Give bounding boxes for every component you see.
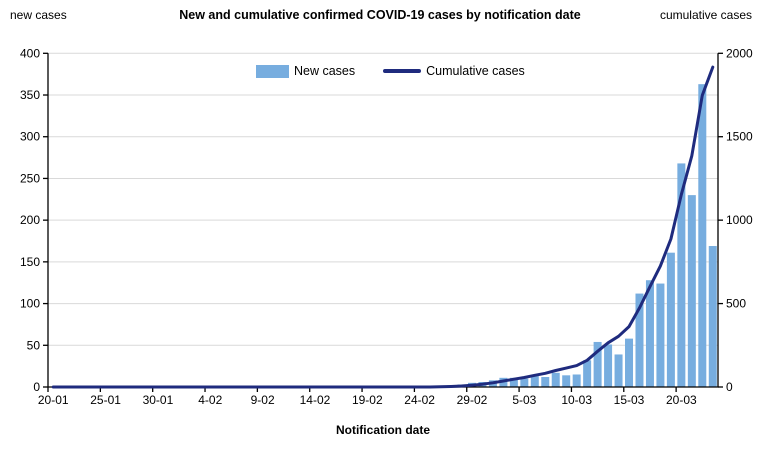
new-cases-bar [687, 195, 696, 387]
new-cases-bar [698, 84, 707, 388]
x-axis-tick-label: 30-01 [143, 393, 174, 407]
new-cases-swatch-icon [256, 64, 289, 78]
new-cases-bar [708, 246, 717, 387]
left-axis-tick-label: 100 [20, 297, 40, 311]
x-axis-tick-label: 29-02 [457, 393, 488, 407]
new-cases-bar [593, 341, 602, 387]
new-cases-bar [520, 378, 529, 387]
right-axis-tick-label: 0 [726, 380, 733, 394]
left-axis-tick-label: 200 [20, 213, 40, 227]
x-axis-tick-label: 10-03 [561, 393, 592, 407]
x-axis-tick-label: 14-02 [300, 393, 331, 407]
x-axis-tick-label: 5-03 [512, 393, 536, 407]
chart-legend: New cases Cumulative cases [256, 64, 525, 78]
new-cases-bar [551, 372, 560, 387]
right-axis-tick-label: 1000 [726, 213, 753, 227]
new-cases-bar [656, 283, 665, 387]
legend-item-cumulative-cases: Cumulative cases [383, 64, 525, 78]
left-axis-tick-label: 50 [27, 338, 41, 352]
x-axis-tick-label: 9-02 [251, 393, 275, 407]
new-cases-bar [509, 377, 518, 387]
new-cases-bar [635, 293, 644, 387]
legend-label-cumulative-cases: Cumulative cases [426, 64, 525, 78]
new-cases-bar [541, 376, 550, 387]
x-axis-tick-label: 4-02 [198, 393, 222, 407]
x-axis-tick-label: 20-01 [38, 393, 69, 407]
new-cases-bar [645, 280, 654, 387]
new-cases-bar [583, 360, 592, 387]
new-cases-bar [604, 344, 613, 387]
new-cases-bar [562, 375, 571, 387]
new-cases-bar [530, 376, 539, 387]
new-cases-bar [614, 354, 623, 387]
new-cases-bar [666, 252, 675, 387]
chart-title: New and cumulative confirmed COVID-19 ca… [179, 8, 581, 22]
left-axis-tick-label: 250 [20, 171, 40, 185]
right-axis-tick-label: 500 [726, 297, 746, 311]
cumulative-cases-swatch-icon [383, 69, 422, 73]
x-axis-tick-label: 25-01 [90, 393, 121, 407]
x-axis-tick-label: 24-02 [404, 393, 435, 407]
left-axis-tick-label: 350 [20, 88, 40, 102]
right-axis-title: cumulative cases [659, 8, 752, 22]
x-axis-tick-label: 15-03 [614, 393, 645, 407]
legend-label-new-cases: New cases [294, 64, 356, 78]
right-axis-tick-label: 1500 [726, 130, 753, 144]
right-axis-tick-label: 2000 [726, 46, 753, 60]
left-axis-title: new cases [10, 8, 67, 22]
new-cases-bar [625, 338, 634, 387]
legend-item-new-cases: New cases [256, 64, 355, 78]
left-axis-tick-label: 300 [20, 130, 40, 144]
left-axis-tick-label: 400 [20, 46, 40, 60]
x-axis-tick-label: 19-02 [352, 393, 383, 407]
left-axis-tick-label: 0 [33, 380, 40, 394]
cumulative-cases-line [51, 65, 715, 389]
new-cases-bar [572, 374, 581, 387]
x-axis-tick-label: 20-03 [666, 393, 697, 407]
left-axis-tick-label: 150 [20, 255, 40, 269]
x-axis-title: Notification date [335, 423, 430, 437]
new-cases-bar [677, 163, 686, 387]
